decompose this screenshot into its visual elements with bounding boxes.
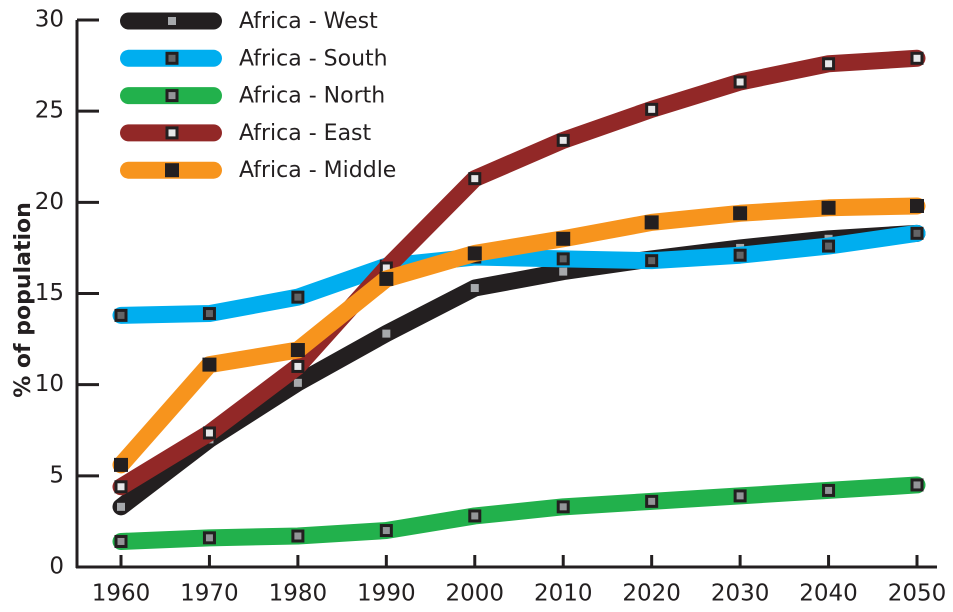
x-tick-label: 2050 <box>888 581 947 607</box>
legend-label: Africa - Middle <box>239 158 396 183</box>
series-africa-east <box>112 49 926 496</box>
data-point <box>291 359 305 373</box>
data-point <box>202 357 217 372</box>
data-point <box>290 343 305 358</box>
legend-marker <box>165 163 179 178</box>
series-layer <box>112 49 926 550</box>
y-axis-ticks: 0 5 10 15 20 25 30 <box>35 7 99 580</box>
legend-item: Africa - East <box>120 121 372 146</box>
x-tick-label: 1980 <box>269 581 328 607</box>
data-point <box>556 133 570 147</box>
x-tick-label: 2000 <box>446 581 505 607</box>
data-point <box>114 308 128 322</box>
x-tick-label: 1970 <box>180 581 239 607</box>
legend: Africa - West Africa - South Africa - Nort… <box>120 9 396 183</box>
y-tick-label: 30 <box>35 7 64 33</box>
data-point <box>645 102 659 116</box>
data-point <box>645 494 659 508</box>
data-point <box>379 524 393 538</box>
data-point <box>644 215 659 230</box>
y-tick-label: 15 <box>35 280 64 306</box>
y-axis-title: % of population <box>11 202 36 398</box>
data-point <box>202 307 216 321</box>
x-tick-label: 1990 <box>357 581 416 607</box>
data-point <box>910 226 924 240</box>
data-point <box>379 271 394 286</box>
series-line <box>112 224 926 324</box>
y-tick-label: 5 <box>49 462 64 488</box>
legend-marker <box>165 51 179 65</box>
x-tick-label: 2010 <box>534 581 593 607</box>
legend-label: Africa - West <box>239 9 378 34</box>
data-point <box>733 206 748 221</box>
legend-item: Africa - North <box>120 84 385 109</box>
data-point <box>910 198 924 213</box>
data-point <box>114 480 128 494</box>
data-point <box>556 500 570 514</box>
series-line <box>112 224 926 516</box>
y-tick-label: 25 <box>35 98 64 124</box>
series-africa-north <box>112 476 926 550</box>
x-tick-label: 2020 <box>622 581 681 607</box>
legend-label: Africa - East <box>239 121 372 146</box>
data-point <box>114 534 128 548</box>
data-point <box>468 172 482 186</box>
x-tick-label: 2040 <box>799 581 858 607</box>
data-point <box>291 529 305 543</box>
legend-marker <box>168 17 176 25</box>
data-point <box>202 531 216 545</box>
x-axis-ticks: 1960 1970 1980 1990 2000 2010 2020 2030 2040 2050 <box>92 555 947 607</box>
data-point <box>470 284 479 293</box>
data-point <box>910 478 924 492</box>
data-point <box>733 489 747 503</box>
data-point <box>291 290 305 304</box>
data-point <box>733 75 747 89</box>
data-point <box>556 231 571 246</box>
x-tick-label: 2030 <box>711 581 770 607</box>
series-line <box>112 476 926 550</box>
data-point <box>468 509 482 523</box>
series-line <box>112 49 926 496</box>
y-tick-label: 10 <box>35 371 64 397</box>
series-africa-west <box>112 224 926 516</box>
data-point <box>202 426 216 440</box>
data-point <box>822 483 836 497</box>
data-point <box>559 267 568 276</box>
data-point <box>117 502 125 511</box>
data-point <box>645 254 659 268</box>
data-point <box>822 239 836 253</box>
data-point <box>556 252 570 266</box>
series-africa-middle <box>112 197 926 474</box>
legend-label: Africa - North <box>239 84 385 109</box>
data-point <box>382 329 391 338</box>
legend-marker <box>165 89 179 103</box>
data-point <box>114 457 128 472</box>
legend-item: Africa - Middle <box>120 158 396 183</box>
legend-item: Africa - West <box>120 9 378 34</box>
data-point <box>293 378 302 387</box>
data-point <box>821 200 836 215</box>
data-point <box>822 57 836 71</box>
legend-item: Africa - South <box>120 46 388 71</box>
y-tick-label: 0 <box>49 554 64 580</box>
legend-marker <box>165 126 179 140</box>
series-line <box>112 197 926 474</box>
data-point <box>467 246 482 261</box>
y-tick-label: 20 <box>35 189 64 215</box>
legend-label: Africa - South <box>239 46 388 71</box>
x-tick-label: 1960 <box>92 581 151 607</box>
data-point <box>733 248 747 262</box>
data-point <box>910 51 924 65</box>
